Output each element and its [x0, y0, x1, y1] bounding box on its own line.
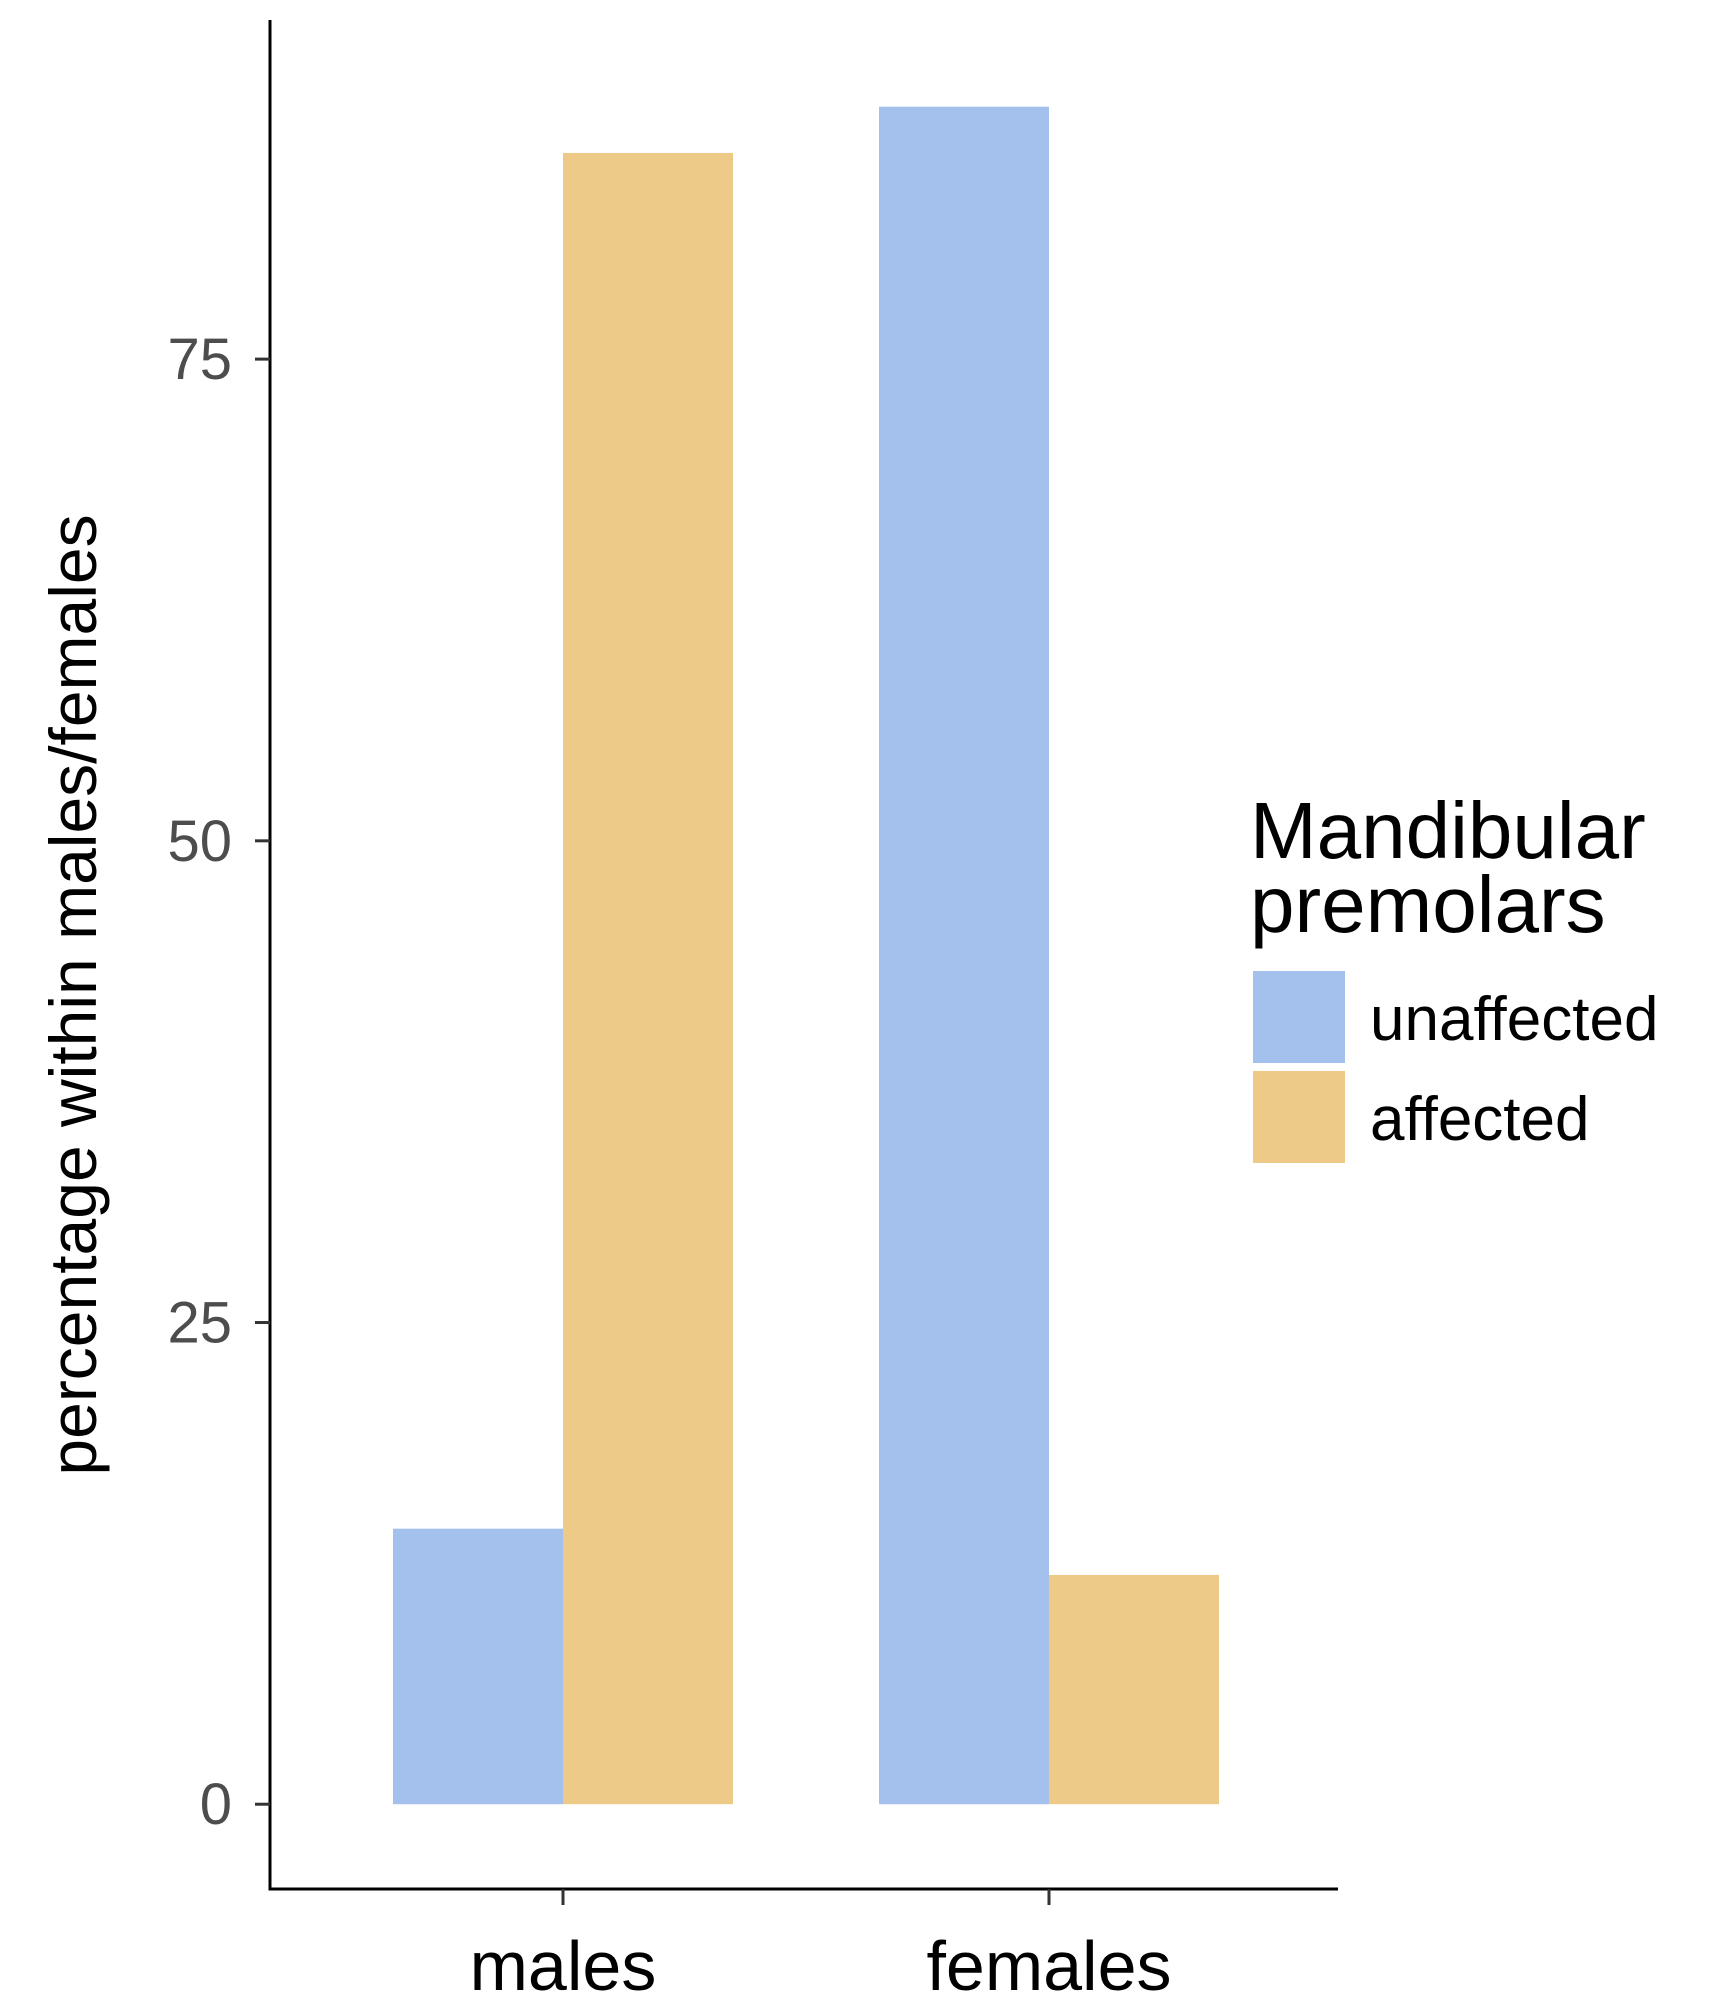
legend: Mandibular premolars unaffected affected [1250, 786, 1658, 1163]
legend-swatch-affected [1253, 1071, 1345, 1163]
legend-title-line-2: premolars [1250, 860, 1606, 949]
legend-label-affected: affected [1370, 1085, 1589, 1154]
bar-females-affected [1049, 1574, 1219, 1805]
y-tick-label-75: 75 [167, 327, 232, 392]
bar-females-unaffected [879, 106, 1049, 1805]
y-ticks-layer: 0 25 50 75 [167, 327, 270, 1837]
y-tick-label-0: 0 [200, 1772, 232, 1837]
bar-males-unaffected [393, 1528, 563, 1805]
bar-males-affected [563, 152, 733, 1805]
y-axis-title: percentage within males/females [36, 514, 110, 1475]
y-tick-label-50: 50 [167, 809, 232, 874]
legend-label-unaffected: unaffected [1370, 985, 1658, 1054]
y-tick-label-25: 25 [167, 1291, 232, 1356]
x-tick-label-males: males [470, 1927, 657, 2005]
bars-layer [393, 106, 1219, 1805]
x-tick-label-females: females [926, 1927, 1171, 2005]
legend-title-line-1: Mandibular [1250, 786, 1646, 875]
legend-swatch-unaffected [1253, 971, 1345, 1063]
x-ticks-layer: males females [470, 1889, 1172, 2005]
